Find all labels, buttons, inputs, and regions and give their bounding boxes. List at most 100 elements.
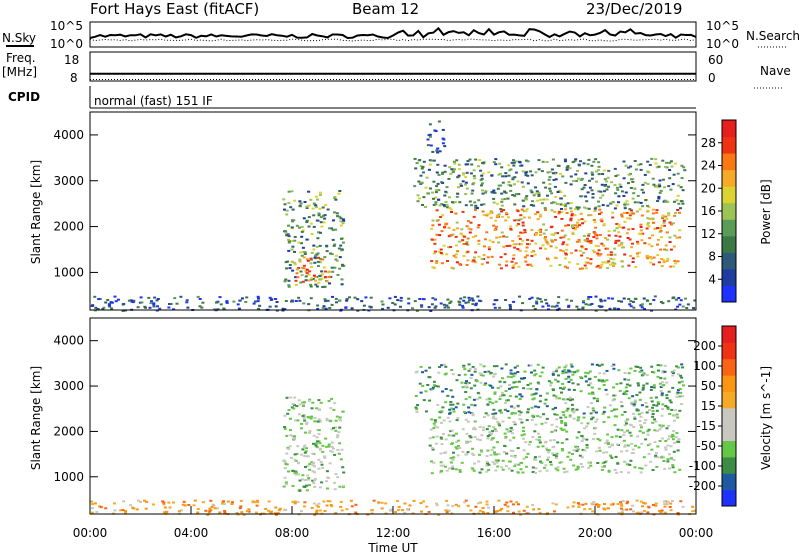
velocity-cell: [650, 386, 654, 389]
velocity-cell: [526, 452, 530, 455]
power-cell: [646, 217, 650, 220]
velocity-cell: [611, 399, 615, 402]
velocity-cell: [395, 500, 399, 502]
velocity-cell: [473, 404, 477, 407]
power-cell: [639, 229, 643, 232]
power-cell: [302, 217, 306, 220]
power-cell: [300, 242, 303, 245]
velocity-cell: [644, 464, 648, 467]
velocity-cell: [121, 509, 125, 512]
velocity-cell: [575, 408, 579, 411]
power-cell: [502, 209, 506, 211]
power-cell: [610, 201, 614, 204]
velocity-cell: [461, 450, 465, 453]
power-cell: [599, 300, 603, 302]
power-cell: [443, 194, 447, 197]
power-cell: [620, 243, 623, 246]
power-cell: [536, 297, 540, 300]
power-cell: [632, 212, 636, 215]
power-cell: [541, 305, 545, 308]
velocity-cell: [621, 509, 625, 512]
velocity-cell: [317, 418, 321, 421]
velocity-cell: [450, 443, 454, 445]
power-cell: [316, 260, 320, 263]
velocity-colorbar-swatch: [722, 391, 736, 409]
velocity-cell: [500, 391, 504, 394]
power-cell: [603, 178, 607, 181]
velocity-cell: [562, 414, 566, 417]
power-cell: [287, 238, 290, 241]
velocity-cell: [568, 414, 572, 417]
velocity-cell: [585, 444, 589, 446]
power-cell: [522, 205, 526, 208]
velocity-cell: [313, 471, 317, 474]
power-cell: [553, 256, 557, 259]
velocity-cell: [620, 429, 624, 432]
power-cell: [464, 176, 468, 179]
power-cell: [492, 201, 496, 204]
velocity-cell: [579, 463, 583, 465]
power-cell: [305, 219, 309, 222]
velocity-cell: [584, 502, 588, 505]
velocity-cell: [496, 459, 500, 462]
power-cell: [287, 241, 291, 244]
velocity-cell: [587, 378, 591, 381]
velocity-cell: [489, 384, 493, 387]
power-cell: [341, 241, 345, 244]
power-cell: [542, 232, 546, 235]
power-cell: [629, 300, 633, 303]
velocity-cell: [673, 471, 677, 474]
velocity-cell: [676, 366, 680, 369]
velocity-cell: [559, 416, 563, 419]
velocity-cell: [628, 431, 632, 434]
power-cell: [338, 190, 342, 192]
power-cell: [198, 298, 202, 300]
power-cell: [622, 160, 626, 163]
power-cell: [530, 265, 534, 267]
velocity-cell: [477, 460, 481, 463]
power-cell: [441, 173, 444, 175]
velocity-cell: [451, 403, 455, 406]
velocity-cell: [504, 363, 508, 366]
velocity-cell: [563, 366, 567, 369]
power-cell: [660, 258, 664, 260]
power-cell: [290, 190, 294, 193]
power-cell: [627, 182, 630, 185]
velocity-cell: [485, 470, 489, 473]
velocity-cell: [640, 442, 644, 445]
power-cell: [140, 301, 144, 304]
velocity-cell: [473, 384, 477, 387]
velocity-cell: [380, 501, 384, 504]
velocity-cell: [285, 463, 289, 466]
power-cell: [430, 159, 434, 162]
velocity-cell: [312, 434, 316, 437]
power-cell: [307, 204, 311, 207]
power-cell: [481, 161, 485, 164]
velocity-cell: [644, 402, 648, 404]
freq-label-1: Freq.: [6, 51, 36, 65]
velocity-cell: [441, 433, 445, 435]
velocity-cell: [670, 408, 674, 411]
velocity-cell: [587, 466, 591, 469]
power-colorbar-tick-label: 20: [701, 181, 716, 195]
velocity-cell: [299, 510, 303, 513]
velocity-cell: [471, 365, 475, 368]
velocity-cell: [397, 505, 401, 508]
power-cell: [312, 202, 316, 205]
velocity-colorbar-tick-label: -200: [689, 479, 716, 493]
power-cell: [539, 213, 543, 216]
velocity-cell: [519, 513, 523, 516]
velocity-cell: [513, 366, 517, 369]
power-cell: [426, 138, 430, 141]
velocity-cell: [449, 403, 453, 406]
power-cell: [318, 278, 322, 281]
velocity-cell: [449, 389, 453, 392]
velocity-cell: [294, 473, 298, 476]
power-cell: [295, 224, 299, 227]
velocity-cell: [565, 409, 569, 412]
power-cell: [113, 295, 117, 298]
power-cell: [504, 219, 508, 222]
velocity-cell: [421, 384, 425, 387]
velocity-cell: [471, 447, 475, 450]
power-cell: [509, 168, 513, 171]
